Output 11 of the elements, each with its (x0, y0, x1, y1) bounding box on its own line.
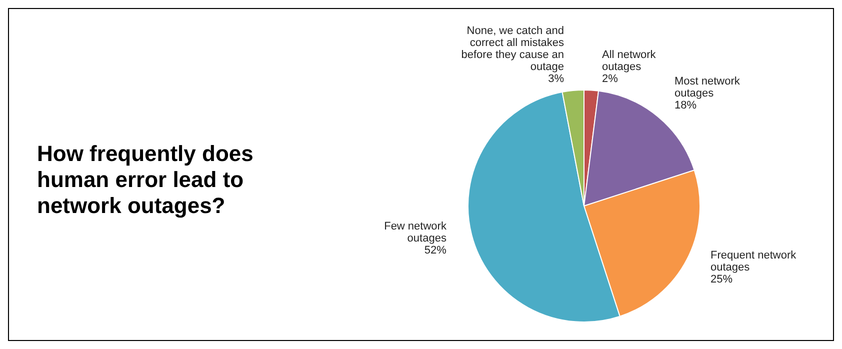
slice-label: Most network outages (674, 76, 740, 100)
data-label: 52% (424, 244, 447, 256)
data-label: 3% (548, 73, 564, 85)
slice-label: Few network outages (384, 220, 447, 244)
slice-label: None, we catch and correct all mistakes before they cause an outage (461, 25, 564, 73)
slice-label: Frequent network outages (710, 249, 797, 274)
data-label: 18% (674, 100, 697, 112)
slice-label: All network outages (602, 49, 656, 73)
text: How frequently does human error lead to network outages? (37, 141, 254, 219)
data-label: 2% (602, 73, 618, 85)
data-label: 25% (710, 273, 733, 286)
